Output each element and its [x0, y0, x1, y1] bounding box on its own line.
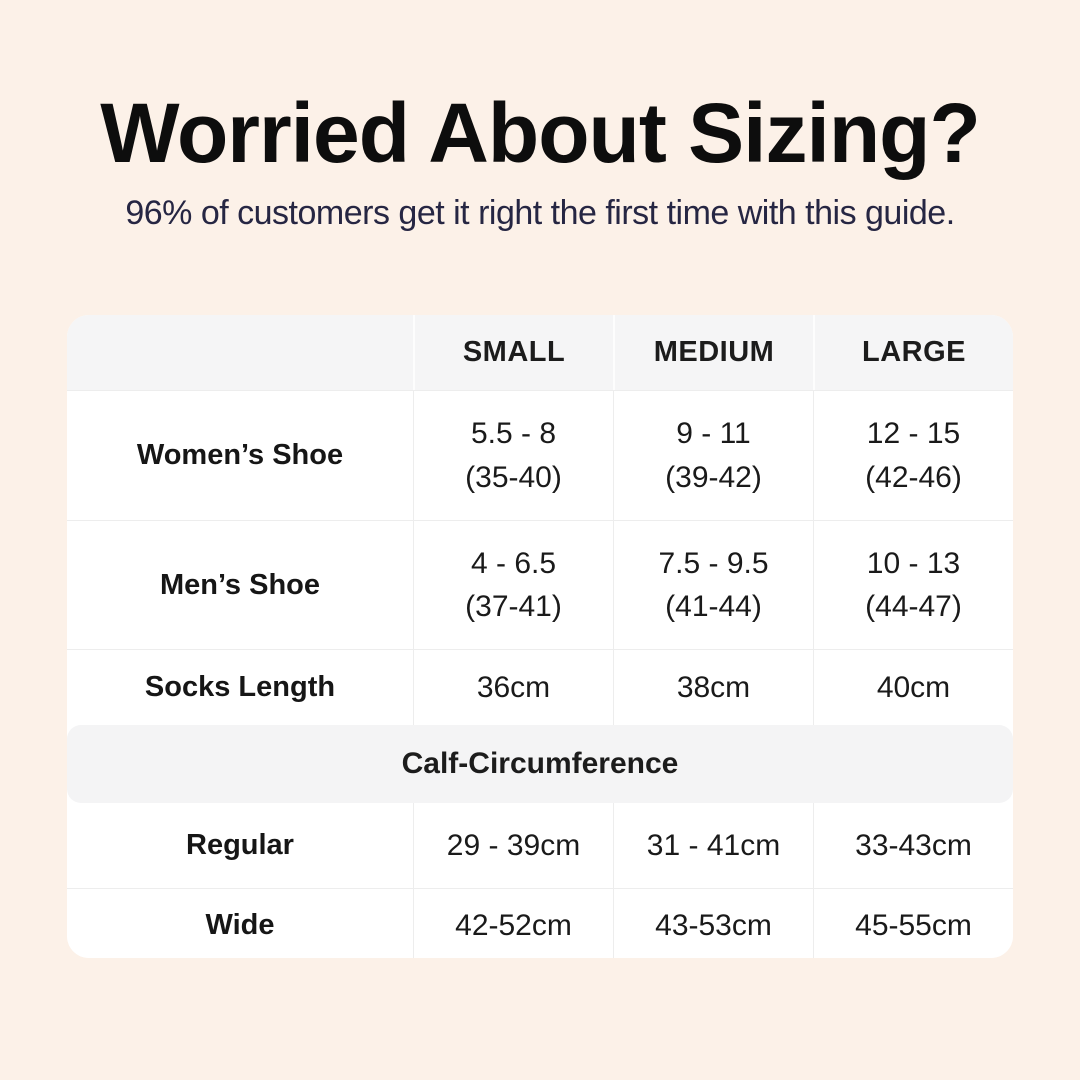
cell-line: (35-40) — [465, 460, 562, 494]
cell-line: 4 - 6.5 — [470, 546, 557, 580]
row-label-wide: Wide — [205, 909, 275, 942]
cell-regular-medium: 31 - 41cm — [613, 803, 813, 888]
table-row-womens-shoe: Women’s Shoe 5.5 - 8 (35-40) 9 - 11 (39-… — [67, 390, 1013, 520]
section-header-calf-circumference: Calf-Circumference — [67, 725, 1013, 803]
cell-womens-small: 5.5 - 8 (35-40) — [413, 391, 613, 520]
column-header-small: SMALL — [413, 315, 613, 390]
cell-regular-small: 29 - 39cm — [413, 803, 613, 888]
table-row-socks-length: Socks Length 36cm 38cm 40cm — [67, 649, 1013, 725]
cell-socks-small: 36cm — [413, 650, 613, 725]
cell-line: 12 - 15 — [866, 417, 961, 450]
cell-womens-large: 12 - 15 (42-46) — [813, 391, 1013, 520]
cell-regular-large: 33-43cm — [813, 803, 1013, 888]
column-header-blank — [67, 315, 413, 390]
cell-line: (41-44) — [665, 590, 762, 623]
column-header-medium: MEDIUM — [613, 315, 813, 390]
cell-line: 5.5 - 8 — [470, 417, 557, 450]
row-label-regular: Regular — [186, 829, 294, 862]
page-title: Worried About Sizing? — [100, 86, 981, 180]
row-label-socks-length: Socks Length — [144, 671, 336, 704]
cell-mens-medium: 7.5 - 9.5 (41-44) — [613, 521, 813, 649]
cell-line: (39-42) — [665, 460, 762, 494]
heading-block: Worried About Sizing? 96% of customers g… — [0, 86, 1080, 233]
cell-mens-small: 4 - 6.5 (37-41) — [413, 521, 613, 649]
cell-socks-large: 40cm — [813, 650, 1013, 725]
cell-line: (42-46) — [865, 460, 962, 494]
cell-line: (37-41) — [465, 590, 562, 623]
cell-wide-medium: 43-53cm — [613, 889, 813, 958]
cell-line: 7.5 - 9.5 — [658, 546, 769, 580]
cell-wide-large: 45-55cm — [813, 889, 1013, 958]
table-header-row: SMALL MEDIUM LARGE — [67, 315, 1013, 390]
row-label-mens-shoe: Men’s Shoe — [159, 568, 321, 601]
cell-womens-medium: 9 - 11 (39-42) — [613, 391, 813, 520]
row-label-womens-shoe: Women’s Shoe — [136, 439, 344, 472]
page-subtitle: 96% of customers get it right the first … — [125, 194, 955, 233]
cell-line: (44-47) — [865, 590, 962, 623]
size-table: SMALL MEDIUM LARGE Women’s Shoe 5.5 - 8 … — [67, 315, 1013, 958]
table-row-mens-shoe: Men’s Shoe 4 - 6.5 (37-41) 7.5 - 9.5 (41… — [67, 520, 1013, 649]
cell-line: 10 - 13 — [866, 546, 961, 580]
cell-wide-small: 42-52cm — [413, 889, 613, 958]
cell-line: 9 - 11 — [676, 417, 751, 450]
cell-socks-medium: 38cm — [613, 650, 813, 725]
cell-mens-large: 10 - 13 (44-47) — [813, 521, 1013, 649]
table-row-wide: Wide 42-52cm 43-53cm 45-55cm — [67, 888, 1013, 958]
column-header-large: LARGE — [813, 315, 1013, 390]
table-row-regular: Regular 29 - 39cm 31 - 41cm 33-43cm — [67, 803, 1013, 888]
